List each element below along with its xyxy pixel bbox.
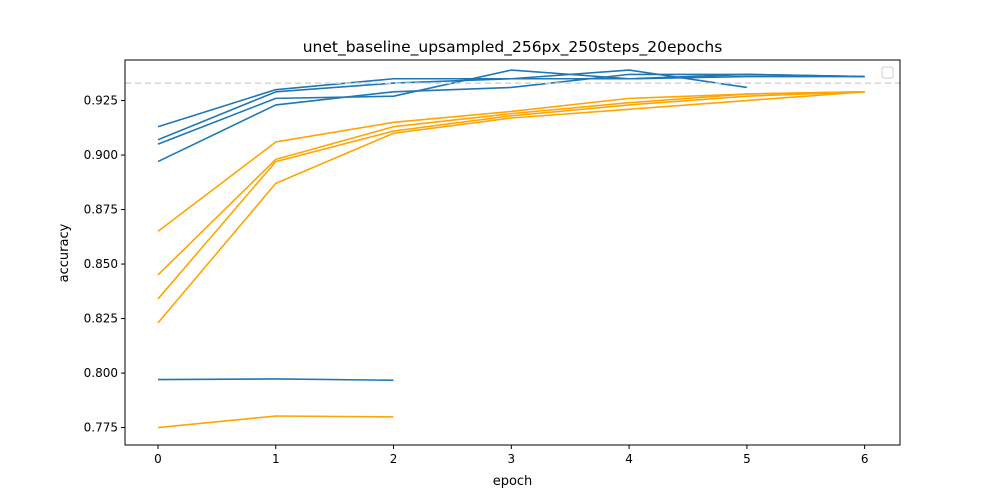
x-axis-label: epoch	[493, 474, 533, 489]
series-line-train-7	[157, 91, 865, 276]
y-tick-label: 0.775	[84, 421, 118, 435]
x-tick-label: 1	[272, 452, 280, 466]
y-tick-label: 0.875	[84, 203, 118, 217]
x-tick-label: 3	[508, 452, 516, 466]
series-line-val-5	[157, 378, 394, 382]
y-tick-label: 0.900	[84, 148, 118, 162]
plot-frame	[124, 59, 901, 446]
series-line-train-9	[157, 91, 865, 324]
y-axis: 0.775 0.800 0.825 0.850 0.875 0.900 0.925	[84, 94, 125, 435]
y-axis-label: accuracy	[57, 223, 72, 282]
legend-box	[881, 66, 894, 79]
series-line-val-2	[157, 69, 747, 141]
series-layer	[157, 69, 865, 429]
series-line-train-10	[157, 415, 394, 429]
x-tick-label: 4	[625, 452, 633, 466]
x-tick-label: 2	[390, 452, 398, 466]
series-line-val-4	[157, 73, 865, 163]
x-axis: 0 1 2 3 4 5 6	[154, 445, 868, 466]
y-tick-label: 0.850	[84, 257, 118, 271]
x-tick-label: 0	[154, 452, 162, 466]
series-line-train-8	[157, 91, 865, 300]
chart-title: unet_baseline_upsampled_256px_250steps_2…	[303, 38, 723, 57]
y-tick-label: 0.925	[84, 94, 118, 108]
y-tick-label: 0.800	[84, 366, 118, 380]
x-tick-label: 5	[743, 452, 751, 466]
y-tick-label: 0.825	[84, 312, 118, 326]
x-tick-label: 6	[861, 452, 869, 466]
